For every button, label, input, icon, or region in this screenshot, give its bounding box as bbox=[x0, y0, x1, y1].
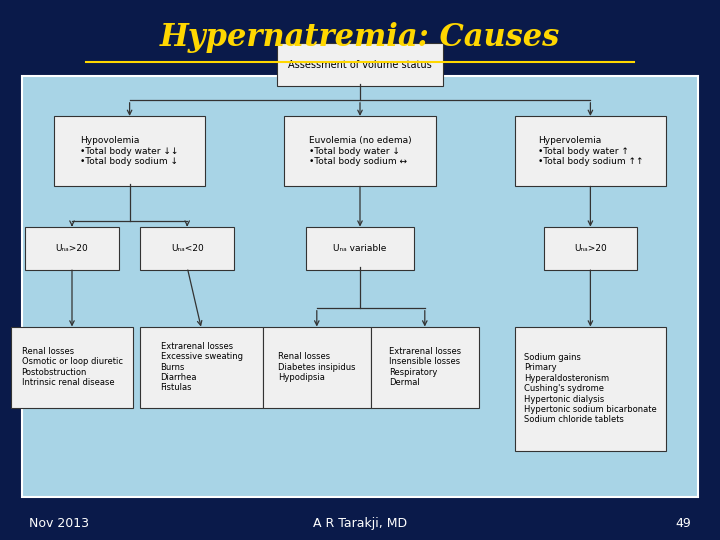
FancyBboxPatch shape bbox=[11, 327, 133, 408]
Text: Renal losses
Osmotic or loop diuretic
Postobstruction
Intrinsic renal disease: Renal losses Osmotic or loop diuretic Po… bbox=[22, 347, 122, 387]
FancyBboxPatch shape bbox=[140, 327, 263, 408]
FancyBboxPatch shape bbox=[544, 227, 637, 270]
FancyBboxPatch shape bbox=[22, 76, 698, 497]
Text: Uₙₐ variable: Uₙₐ variable bbox=[333, 244, 387, 253]
FancyBboxPatch shape bbox=[140, 227, 234, 270]
FancyBboxPatch shape bbox=[515, 116, 666, 186]
FancyBboxPatch shape bbox=[277, 43, 443, 86]
Text: Renal losses
Diabetes insipidus
Hypodipsia: Renal losses Diabetes insipidus Hypodips… bbox=[278, 352, 356, 382]
FancyBboxPatch shape bbox=[284, 116, 436, 186]
Text: Extrarenal losses
Insensible losses
Respiratory
Dermal: Extrarenal losses Insensible losses Resp… bbox=[389, 347, 461, 387]
FancyBboxPatch shape bbox=[263, 327, 371, 408]
FancyBboxPatch shape bbox=[25, 227, 119, 270]
Text: Uₙₐ<20: Uₙₐ<20 bbox=[171, 244, 204, 253]
Text: Euvolemia (no edema)
•Total body water ↓
•Total body sodium ↔: Euvolemia (no edema) •Total body water ↓… bbox=[309, 136, 411, 166]
FancyBboxPatch shape bbox=[306, 227, 414, 270]
Text: Hypernatremia: Causes: Hypernatremia: Causes bbox=[160, 22, 560, 53]
Text: Assessment of volume status: Assessment of volume status bbox=[288, 60, 432, 70]
FancyBboxPatch shape bbox=[371, 327, 479, 408]
FancyBboxPatch shape bbox=[54, 116, 205, 186]
Text: Hypovolemia
•Total body water ↓↓
•Total body sodium ↓: Hypovolemia •Total body water ↓↓ •Total … bbox=[81, 136, 179, 166]
Text: Sodium gains
Primary
Hyperaldosteronism
Cushing's sydrome
Hypertonic dialysis
Hy: Sodium gains Primary Hyperaldosteronism … bbox=[524, 353, 657, 424]
FancyBboxPatch shape bbox=[515, 327, 666, 451]
Text: 49: 49 bbox=[675, 517, 691, 530]
Text: Hypervolemia
•Total body water ↑
•Total body sodium ↑↑: Hypervolemia •Total body water ↑ •Total … bbox=[538, 136, 643, 166]
Text: Uₙₐ>20: Uₙₐ>20 bbox=[55, 244, 89, 253]
Text: Nov 2013: Nov 2013 bbox=[29, 517, 89, 530]
Text: Uₙₐ>20: Uₙₐ>20 bbox=[574, 244, 607, 253]
Text: A R Tarakji, MD: A R Tarakji, MD bbox=[313, 517, 407, 530]
Text: Extrarenal losses
Excessive sweating
Burns
Diarrhea
Fistulas: Extrarenal losses Excessive sweating Bur… bbox=[161, 342, 243, 393]
